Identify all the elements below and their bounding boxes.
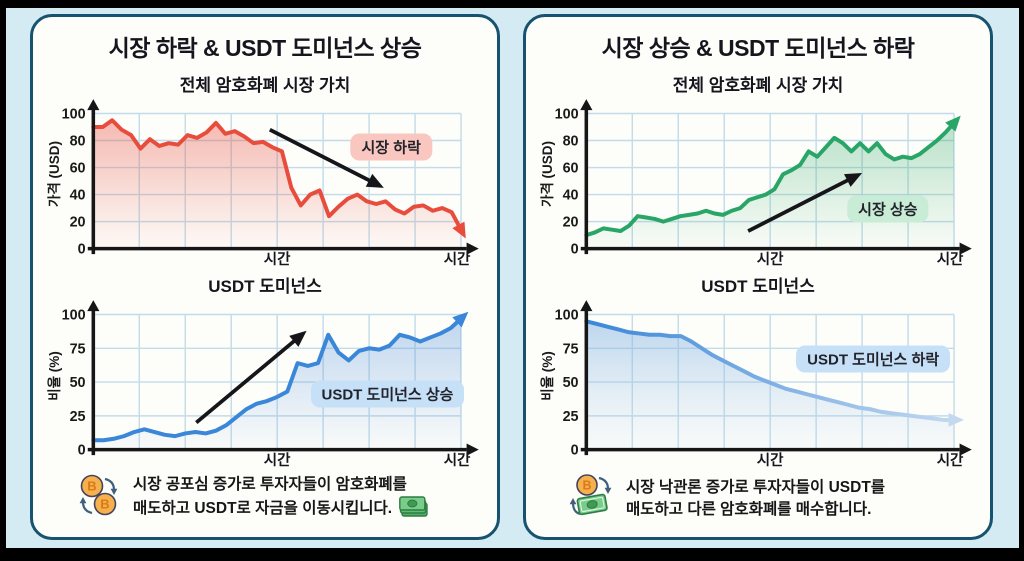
panel-footer: B 시장 낙관론 증가로 투자자들이 USDT를 매도하고 다른 암호화폐를 매… xyxy=(542,473,974,524)
svg-text:80: 80 xyxy=(563,134,579,150)
chart-title: 전체 암호화폐 시장 가치 xyxy=(179,76,351,95)
x-axis-label-end: 시간 xyxy=(443,252,471,269)
bitcoin-cash-swap-icon: B xyxy=(568,473,616,524)
x-axis-label-end: 시간 xyxy=(443,453,471,470)
svg-text:0: 0 xyxy=(571,242,579,258)
svg-text:20: 20 xyxy=(563,215,579,231)
svg-text:100: 100 xyxy=(555,308,579,324)
annotation-market-up: 시장 상승 xyxy=(847,195,929,223)
line-chart-usdt-down: USDT 도미넌스 하락 시간 시간 0 25 50 75 100 xyxy=(542,299,974,469)
svg-text:60: 60 xyxy=(563,161,579,177)
x-axis-label-mid: 시간 xyxy=(756,252,784,269)
footer-text: 시장 낙관론 증가로 투자자들이 USDT를 매도하고 다른 암호화폐를 매수합… xyxy=(626,477,885,521)
footer-text: 시장 공포심 증가로 투자자들이 암호화폐를 매도하고 USDT로 자금을 이동… xyxy=(133,474,429,524)
footer-line-2: 매도하고 USDT로 자금을 이동시킵니다. xyxy=(133,499,393,517)
line-chart-usdt-up: USDT 도미넌스 상승 시간 시간 0 25 50 75 100 xyxy=(49,299,481,469)
panel-title: 시장 하락 & USDT 도미넌스 상승 xyxy=(108,35,422,61)
panel-market-down-usdt-up: 시장 하락 & USDT 도미넌스 상승 전체 암호화폐 시장 가치 가격 (U… xyxy=(30,14,500,540)
annotation-usdt-up: USDT 도미넌스 상승 xyxy=(310,380,465,408)
chart-usdt-dominance-up: USDT 도미넌스 비율 (%) USDT 도미넌스 상승 시간 시간 0 25 5… xyxy=(47,272,481,469)
svg-text:50: 50 xyxy=(563,375,579,391)
x-axis-label-end: 시간 xyxy=(936,252,964,269)
chart-title: 전체 암호화폐 시장 가치 xyxy=(672,76,844,95)
bitcoin-swap-icon: B B xyxy=(75,473,123,524)
svg-text:100: 100 xyxy=(62,106,86,122)
panel-title: 시장 상승 & USDT 도미넌스 하락 xyxy=(601,35,915,61)
line-chart-market-down: 시장 하락 시간 시간 0 20 40 60 80 100 xyxy=(49,98,481,268)
footer-line-1: 시장 공포심 증가로 투자자들이 암호화폐를 xyxy=(133,475,407,493)
cash-banknotes-icon xyxy=(399,496,429,524)
chart-usdt-dominance-down: USDT 도미넌스 비율 (%) USDT 도미넌스 하락 시간 시간 0 25 5… xyxy=(540,272,974,469)
svg-text:B: B xyxy=(582,479,591,493)
svg-text:60: 60 xyxy=(70,161,86,177)
x-axis-label-mid: 시간 xyxy=(263,252,291,269)
svg-text:100: 100 xyxy=(62,308,86,324)
svg-text:25: 25 xyxy=(70,409,86,425)
svg-text:80: 80 xyxy=(70,134,86,150)
panel-footer: B B 시장 공포심 증가로 투자자들이 암호화폐를 매도하고 USDT로 자금… xyxy=(49,473,481,524)
annotation-market-down: 시장 하락 xyxy=(350,133,432,161)
svg-text:75: 75 xyxy=(563,341,579,357)
chart-total-market-value-down: 전체 암호화폐 시장 가치 가격 (USD) 시장 하락 시간 시간 0 20 40… xyxy=(47,71,481,268)
svg-text:100: 100 xyxy=(555,106,579,122)
svg-text:0: 0 xyxy=(571,443,579,459)
x-axis-label-end: 시간 xyxy=(936,453,964,470)
svg-text:20: 20 xyxy=(70,215,86,231)
footer-line-2: 매도하고 다른 암호화폐를 매수합니다. xyxy=(626,500,872,518)
svg-text:40: 40 xyxy=(70,188,86,204)
page-background: 시장 하락 & USDT 도미넌스 상승 전체 암호화폐 시장 가치 가격 (U… xyxy=(6,8,1019,548)
x-axis-label-mid: 시간 xyxy=(756,453,784,470)
svg-text:0: 0 xyxy=(78,242,86,258)
svg-text:B: B xyxy=(87,479,96,494)
annotation-usdt-down: USDT 도미넌스 하락 xyxy=(796,345,951,373)
x-axis-label-mid: 시간 xyxy=(263,453,291,470)
chart-title: USDT 도미넌스 xyxy=(701,277,815,297)
chart-title: USDT 도미넌스 xyxy=(208,277,322,297)
svg-text:40: 40 xyxy=(563,188,579,204)
chart-total-market-value-up: 전체 암호화폐 시장 가치 가격 (USD) 시장 상승 시간 시간 0 20 40… xyxy=(540,71,974,268)
svg-text:75: 75 xyxy=(70,341,86,357)
panel-market-up-usdt-down: 시장 상승 & USDT 도미넌스 하락 전체 암호화폐 시장 가치 가격 (U… xyxy=(523,14,993,540)
footer-line-1: 시장 낙관론 증가로 투자자들이 USDT를 xyxy=(626,478,886,496)
svg-text:25: 25 xyxy=(563,409,579,425)
svg-text:0: 0 xyxy=(78,443,86,459)
svg-text:B: B xyxy=(100,497,109,512)
line-chart-market-up: 시장 상승 시간 시간 0 20 40 60 80 100 xyxy=(542,98,974,268)
svg-text:50: 50 xyxy=(70,375,86,391)
